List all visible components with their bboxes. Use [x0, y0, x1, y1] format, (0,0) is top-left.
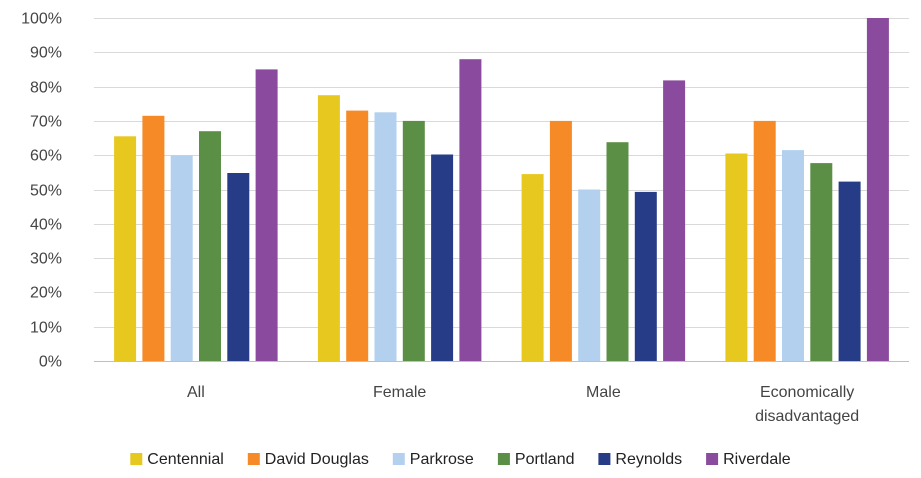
y-tick-label: 70%	[30, 114, 62, 131]
legend-swatch-portland	[497, 453, 510, 465]
bars	[114, 18, 889, 362]
bar-riverdale-economically-disadvantaged	[866, 18, 889, 361]
legend-label-centennial: Centennial	[147, 451, 224, 468]
y-tick-label: 10%	[30, 320, 62, 337]
legend-label-riverdale: Riverdale	[723, 451, 791, 468]
y-tick-label: 80%	[30, 80, 62, 97]
legend-label-reynolds: Reynolds	[615, 451, 682, 468]
bar-portland-male	[606, 142, 629, 361]
y-tick-label: 0%	[39, 354, 62, 371]
bar-david-douglas-female	[346, 110, 369, 361]
y-tick-label: 90%	[30, 45, 62, 62]
legend-label-portland: Portland	[515, 451, 575, 468]
y-tick-label: 60%	[30, 148, 62, 165]
bar-centennial-economically-disadvantaged	[725, 153, 748, 361]
bar-parkrose-economically-disadvantaged	[782, 150, 804, 361]
y-tick-label: 40%	[30, 217, 62, 234]
legend-swatch-centennial	[130, 453, 143, 465]
bar-david-douglas-economically-disadvantaged	[753, 120, 776, 362]
x-category-label: Economically disadvantaged	[755, 384, 859, 425]
bar-reynolds-economically-disadvantaged	[838, 181, 861, 361]
bar-parkrose-all	[170, 155, 193, 361]
bar-portland-economically-disadvantaged	[810, 163, 833, 361]
x-category-label: Female	[373, 384, 426, 401]
bar-parkrose-female	[374, 112, 397, 361]
legend-swatch-reynolds	[598, 453, 611, 465]
legend-swatch-riverdale	[706, 453, 719, 465]
x-category-label: Male	[586, 384, 621, 401]
bar-portland-all	[199, 131, 221, 361]
bar-portland-female	[402, 120, 425, 362]
y-axis-tick-labels: 0% 10% 20% 30% 40% 50% 60% 70% 80% 90% 100%	[21, 11, 62, 371]
bar-reynolds-female	[431, 154, 454, 361]
bar-david-douglas-male	[549, 120, 572, 362]
bar-reynolds-all	[227, 173, 250, 361]
y-tick-label: 100%	[21, 11, 62, 28]
bar-centennial-female	[317, 95, 340, 361]
bar-centennial-all	[114, 136, 137, 361]
y-tick-label: 50%	[30, 183, 62, 200]
bar-reynolds-male	[634, 191, 657, 361]
legend-label-david-douglas: David Douglas	[265, 451, 369, 468]
bar-centennial-male	[521, 174, 544, 361]
bar-parkrose-male	[578, 189, 601, 361]
bar-david-douglas-all	[142, 115, 165, 361]
legend: Centennial David Douglas Parkrose Portland R…	[130, 451, 791, 468]
legend-swatch-parkrose	[392, 453, 405, 465]
bar-riverdale-male	[663, 80, 686, 362]
bar-riverdale-all	[255, 69, 278, 362]
y-tick-label: 30%	[30, 251, 62, 268]
legend-label-parkrose: Parkrose	[410, 451, 474, 468]
x-axis: All Female Male Economically disadvantaged	[187, 384, 859, 425]
y-tick-label: 20%	[30, 285, 62, 302]
x-category-label: All	[187, 384, 205, 401]
legend-swatch-david-douglas	[247, 453, 260, 465]
bar-riverdale-female	[459, 59, 482, 361]
